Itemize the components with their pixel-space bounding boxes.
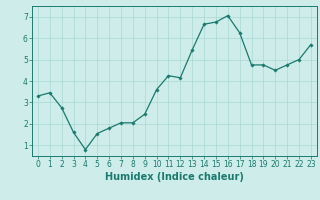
X-axis label: Humidex (Indice chaleur): Humidex (Indice chaleur) (105, 172, 244, 182)
